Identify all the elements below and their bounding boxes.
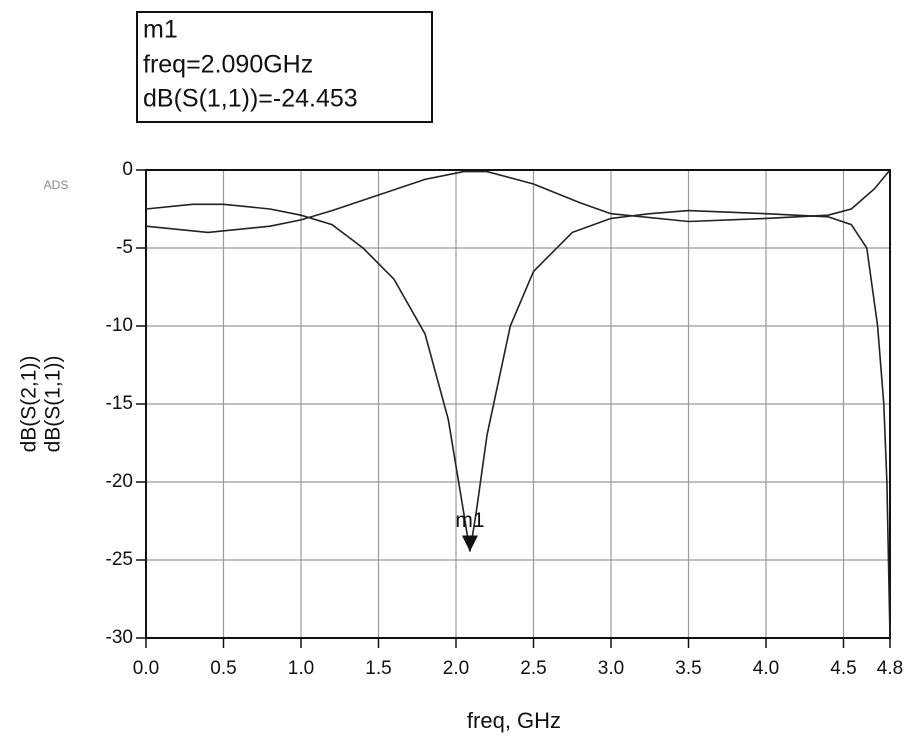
y-axis-label: dB(S(2,1)) [18,356,41,453]
y-tick-label: -20 [106,471,133,492]
y-axis-label: dB(S(1,1)) [42,356,65,453]
x-tick-label: 1.5 [365,658,391,679]
marker-box [136,11,433,123]
x-tick-label: 2.5 [520,658,546,679]
y-tick-label: -5 [116,237,133,258]
marker-box-line: freq=2.090GHz [143,51,313,79]
y-tick-label: -15 [106,393,133,414]
x-axis-label: freq, GHz [467,708,561,733]
line-series [145,203,891,639]
x-tick-label: 2.0 [443,658,469,679]
x-tick-label: 1.0 [288,658,314,679]
y-tick-label: -30 [106,627,133,648]
watermark: ADS [44,178,69,192]
x-tick-label: 4.5 [830,658,856,679]
x-tick-label: 3.0 [598,658,624,679]
marker-box-line: m1 [143,16,178,44]
y-tick-label: -10 [106,315,133,336]
line-series [145,169,891,234]
x-tick-label: 0.0 [133,658,159,679]
x-tick-label: 4.0 [753,658,779,679]
y-tick-label: 0 [122,159,133,180]
x-tick-label: 0.5 [210,658,236,679]
x-tick-label: 3.5 [675,658,701,679]
plot-frame [145,169,891,639]
x-tick-label: 4.8 [877,658,903,679]
y-tick-label: -25 [106,549,133,570]
marker-arrow [461,535,478,552]
marker-box-line: dB(S(1,1))=-24.453 [143,85,358,113]
marker-label: m1 [455,509,484,532]
